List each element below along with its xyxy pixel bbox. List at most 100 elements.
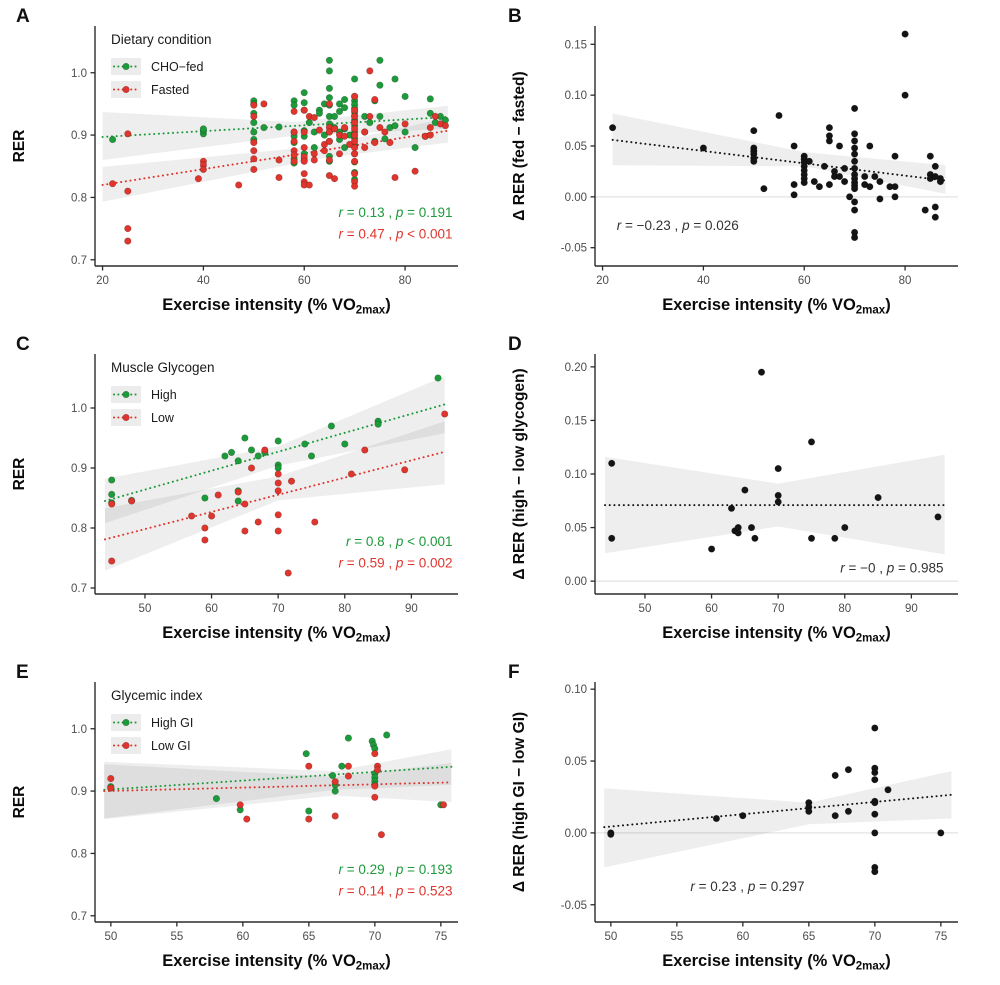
svg-text:0.00: 0.00 [565, 576, 587, 588]
svg-text:50: 50 [604, 931, 617, 943]
svg-text:0.9: 0.9 [71, 786, 87, 798]
svg-text:80: 80 [899, 275, 912, 287]
svg-text:CHO−fed: CHO−fed [151, 60, 204, 74]
svg-text:55: 55 [670, 931, 683, 943]
svg-text:Exercise intensity (% VO2max): Exercise intensity (% VO2max) [662, 952, 890, 973]
svg-text:1.0: 1.0 [71, 724, 87, 736]
panel-c-chart: 50 60 70 80 90 0.7 0.8 0.9 1.0 Exercise intensity… [11, 354, 458, 645]
svg-text:RER: RER [11, 130, 28, 163]
svg-text:Exercise intensity (% VO2max): Exercise intensity (% VO2max) [162, 952, 390, 973]
svg-text:60: 60 [205, 603, 218, 615]
svg-text:0.05: 0.05 [565, 756, 587, 768]
svg-text:50: 50 [639, 603, 652, 615]
svg-text:Δ RER (fed − fasted): Δ RER (fed − fasted) [511, 71, 528, 220]
svg-text:0.10: 0.10 [565, 469, 587, 481]
panel-c-letter: C [16, 334, 30, 355]
svg-text:0.8: 0.8 [71, 192, 87, 204]
panel-e-chart: 50 55 60 65 70 75 0.7 0.8 0.9 1.0 Exercise intensi… [11, 682, 458, 973]
svg-text:r = −0.23 , p = 0.026: r = −0.23 , p = 0.026 [617, 218, 739, 233]
svg-text:0.7: 0.7 [71, 255, 87, 267]
svg-text:70: 70 [772, 603, 785, 615]
svg-text:r = 0.23 , p = 0.297: r = 0.23 , p = 0.297 [690, 879, 804, 894]
svg-text:40: 40 [197, 275, 210, 287]
svg-text:r = 0.13 , p = 0.191: r = 0.13 , p = 0.191 [338, 205, 452, 220]
svg-text:0.7: 0.7 [71, 583, 87, 595]
svg-text:50: 50 [104, 931, 117, 943]
panel-b-chart: 20 40 60 80 -0.05 0.00 0.05 0.10 0.15 Exercise in… [511, 26, 958, 317]
svg-text:60: 60 [298, 275, 311, 287]
panel-d-letter: D [508, 334, 522, 355]
svg-text:Exercise intensity (% VO2max): Exercise intensity (% VO2max) [662, 296, 890, 317]
svg-text:Low GI: Low GI [151, 739, 191, 753]
svg-text:0.9: 0.9 [71, 463, 87, 475]
svg-text:RER: RER [11, 786, 28, 819]
svg-text:Δ RER (high GI − low GI): Δ RER (high GI − low GI) [511, 712, 528, 892]
svg-text:75: 75 [934, 931, 947, 943]
panel-b: B 20 40 60 80 -0.05 0.00 0.05 0.10 0.15 Exercise … [500, 0, 1000, 328]
svg-text:70: 70 [272, 603, 285, 615]
svg-text:0.15: 0.15 [565, 39, 587, 51]
svg-text:60: 60 [236, 931, 249, 943]
svg-text:65: 65 [302, 931, 315, 943]
svg-text:High: High [151, 388, 177, 402]
svg-text:r = −0 , p = 0.985: r = −0 , p = 0.985 [840, 560, 943, 575]
svg-text:r = 0.47 , p < 0.001: r = 0.47 , p < 0.001 [338, 226, 452, 241]
panel-d-chart: 50 60 70 80 90 0.00 0.05 0.10 0.15 0.20 Exercise i… [511, 354, 958, 645]
panel-c: C 50 60 70 80 90 0.7 0.8 0.9 1.0 Exercise intensi… [0, 328, 500, 656]
svg-text:0.00: 0.00 [565, 828, 587, 840]
svg-text:r = 0.8 , p < 0.001: r = 0.8 , p < 0.001 [346, 534, 453, 549]
svg-text:Low: Low [151, 411, 175, 425]
svg-text:60: 60 [798, 275, 811, 287]
svg-text:-0.05: -0.05 [561, 243, 587, 255]
svg-text:Dietary condition: Dietary condition [111, 32, 212, 47]
svg-text:0.10: 0.10 [565, 90, 587, 102]
svg-text:Exercise intensity (% VO2max): Exercise intensity (% VO2max) [162, 296, 390, 317]
svg-text:65: 65 [802, 931, 815, 943]
svg-text:80: 80 [399, 275, 412, 287]
svg-text:40: 40 [697, 275, 710, 287]
svg-text:90: 90 [405, 603, 418, 615]
panel-f-letter: F [508, 662, 520, 683]
svg-text:0.05: 0.05 [565, 141, 587, 153]
svg-text:0.8: 0.8 [71, 523, 87, 535]
svg-text:-0.05: -0.05 [561, 900, 587, 912]
svg-text:Exercise intensity (% VO2max): Exercise intensity (% VO2max) [662, 624, 890, 645]
svg-text:70: 70 [868, 931, 881, 943]
panel-a-chart: 20 40 60 80 0.7 0.8 0.9 1.0 Exercise intensity (… [11, 26, 458, 317]
svg-text:0.9: 0.9 [71, 130, 87, 142]
svg-text:r = 0.14 , p = 0.523: r = 0.14 , p = 0.523 [338, 884, 452, 899]
svg-text:20: 20 [596, 275, 609, 287]
svg-text:0.8: 0.8 [71, 848, 87, 860]
panel-a-letter: A [16, 6, 30, 27]
svg-text:90: 90 [905, 603, 918, 615]
svg-text:Fasted: Fasted [151, 83, 189, 97]
svg-text:Exercise intensity (% VO2max): Exercise intensity (% VO2max) [162, 624, 390, 645]
svg-text:RER: RER [11, 458, 28, 491]
svg-text:20: 20 [96, 275, 109, 287]
panel-e: E 50 55 60 65 70 75 0.7 0.8 0.9 1.0 Exercise inten… [0, 656, 500, 984]
panel-e-letter: E [16, 662, 29, 683]
svg-text:1.0: 1.0 [71, 403, 87, 415]
panel-f-chart: 50 55 60 65 70 75 -0.05 0.00 0.05 0.10 Exercise in… [511, 682, 958, 973]
svg-text:Muscle Glycogen: Muscle Glycogen [111, 360, 215, 375]
svg-text:1.0: 1.0 [71, 68, 87, 80]
svg-text:55: 55 [170, 931, 183, 943]
svg-text:Δ RER (high − low glycogen): Δ RER (high − low glycogen) [511, 368, 528, 579]
svg-text:Glycemic index: Glycemic index [111, 688, 203, 703]
svg-text:50: 50 [139, 603, 152, 615]
svg-text:80: 80 [338, 603, 351, 615]
svg-text:75: 75 [434, 931, 447, 943]
svg-text:60: 60 [705, 603, 718, 615]
svg-text:0.7: 0.7 [71, 911, 87, 923]
panel-a: A 20 40 60 80 0.7 0.8 0.9 1.0 Exercise intensity… [0, 0, 500, 328]
svg-text:60: 60 [736, 931, 749, 943]
panel-d: D 50 60 70 80 90 0.00 0.05 0.10 0.15 0.20 Exercise… [500, 328, 1000, 656]
svg-text:r = 0.29 , p = 0.193: r = 0.29 , p = 0.193 [338, 862, 452, 877]
svg-text:High GI: High GI [151, 716, 193, 730]
svg-text:80: 80 [838, 603, 851, 615]
svg-text:70: 70 [368, 931, 381, 943]
panel-f: F 50 55 60 65 70 75 -0.05 0.00 0.05 0.10 Exercise … [500, 656, 1000, 984]
svg-text:0.20: 0.20 [565, 362, 587, 374]
svg-text:0.15: 0.15 [565, 415, 587, 427]
